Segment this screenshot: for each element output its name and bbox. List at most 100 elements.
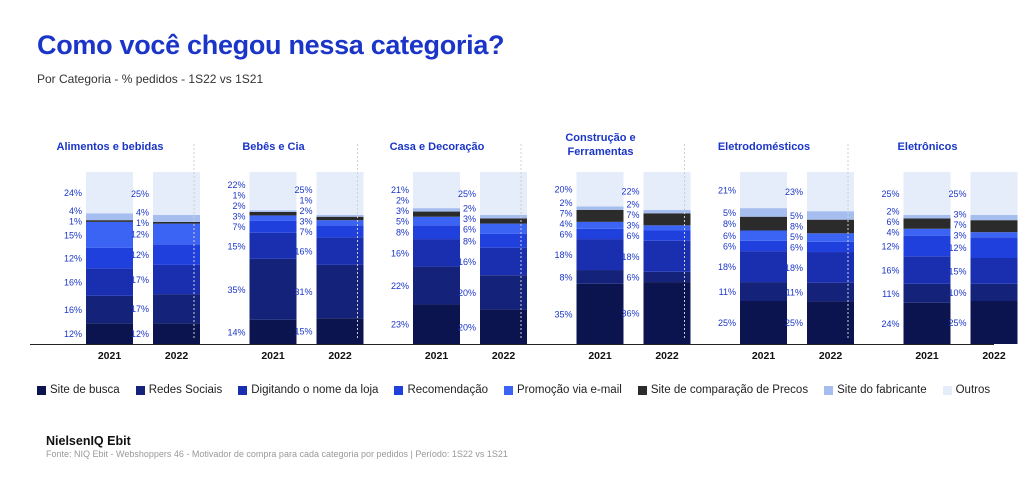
data-label: 17% bbox=[131, 275, 149, 285]
data-label: 8% bbox=[463, 236, 476, 246]
data-label: 7% bbox=[559, 208, 572, 218]
data-label: 25% bbox=[881, 189, 899, 199]
year-tick-label: 2022 bbox=[819, 350, 843, 362]
bar-segment-recomenda-o bbox=[153, 244, 200, 265]
bar-segment-site-de-compara-o-de-precos bbox=[413, 211, 460, 217]
bar-segment-promo-o-via-e-mail bbox=[903, 228, 951, 236]
category-header: Alimentos e bebidas bbox=[57, 141, 164, 153]
year-tick-label: 2021 bbox=[425, 350, 449, 362]
bar-segment-outros bbox=[970, 172, 1018, 215]
category-header: Eletrodomésticos bbox=[718, 141, 810, 153]
legend-swatch bbox=[942, 385, 952, 395]
bar-segment-digitando-o-nome-da-loja bbox=[480, 247, 527, 276]
bar-segment-promo-o-via-e-mail bbox=[413, 216, 460, 226]
bar-segment-redes-sociais bbox=[970, 283, 1018, 301]
data-label: 35% bbox=[227, 285, 245, 295]
bar-segment-digitando-o-nome-da-loja bbox=[807, 252, 854, 283]
data-label: 6% bbox=[626, 231, 639, 241]
legend-label: Outros bbox=[955, 384, 991, 396]
bar-segment-redes-sociais bbox=[316, 264, 364, 319]
data-label: 15% bbox=[294, 327, 312, 337]
legend-swatch bbox=[37, 385, 46, 395]
data-label: 2% bbox=[299, 206, 312, 216]
data-label: 15% bbox=[227, 241, 245, 251]
bar-segment-promo-o-via-e-mail bbox=[643, 225, 691, 231]
bar-segment-recomenda-o bbox=[970, 237, 1018, 258]
bar-segment-site-do-fabricante bbox=[576, 206, 624, 210]
year-tick-label: 2022 bbox=[165, 350, 189, 362]
bar-segment-site-do-fabricante bbox=[740, 208, 787, 217]
bar-segment-site-de-busca bbox=[153, 323, 200, 344]
bar-segment-redes-sociais bbox=[740, 282, 787, 301]
data-label: 21% bbox=[718, 186, 736, 196]
legend-item: Outros bbox=[942, 384, 991, 396]
data-label: 18% bbox=[718, 262, 736, 272]
chart-legend: Site de busca Redes Sociais Digitando o no… bbox=[37, 384, 990, 396]
year-tick-label: 2022 bbox=[655, 350, 679, 362]
category-header: Ferramentas bbox=[567, 146, 633, 158]
data-label: 8% bbox=[790, 221, 803, 231]
data-label: 8% bbox=[396, 228, 409, 238]
brand-name: NielsenIQ Ebit bbox=[46, 434, 131, 448]
data-label: 5% bbox=[790, 211, 803, 221]
data-label: 2% bbox=[396, 196, 409, 206]
data-label: 11% bbox=[786, 288, 803, 298]
bar-segment-site-de-busca bbox=[316, 318, 364, 344]
data-label: 25% bbox=[131, 189, 149, 199]
bar-segment-site-do-fabricante bbox=[970, 215, 1018, 221]
bar-segment-site-de-compara-o-de-precos bbox=[86, 220, 133, 222]
bar-segment-site-de-compara-o-de-precos bbox=[576, 209, 624, 222]
data-label: 1% bbox=[299, 195, 312, 205]
bar-segment-site-de-compara-o-de-precos bbox=[153, 221, 200, 224]
year-tick-label: 2021 bbox=[261, 350, 285, 362]
bar-segment-redes-sociais bbox=[86, 295, 133, 324]
legend-swatch bbox=[824, 385, 834, 395]
data-label: 20% bbox=[458, 322, 476, 332]
data-label: 23% bbox=[391, 320, 409, 330]
data-label: 25% bbox=[458, 189, 476, 199]
page-title: Como você chegou nessa categoria? bbox=[37, 30, 505, 60]
data-label: 6% bbox=[723, 231, 736, 241]
data-label: 16% bbox=[294, 247, 312, 257]
data-label: 3% bbox=[953, 209, 966, 219]
bar-segment-site-do-fabricante bbox=[807, 211, 854, 220]
bar-segment-redes-sociais bbox=[643, 271, 691, 283]
data-label: 2% bbox=[559, 198, 572, 208]
bar-segment-digitando-o-nome-da-loja bbox=[576, 239, 624, 271]
data-label: 20% bbox=[458, 288, 476, 298]
data-label: 12% bbox=[64, 254, 82, 264]
year-tick-label: 2021 bbox=[915, 350, 939, 362]
bar-segment-promo-o-via-e-mail bbox=[807, 233, 854, 242]
bar-segment-site-do-fabricante bbox=[413, 208, 460, 212]
bar-segment-site-de-busca bbox=[807, 301, 854, 344]
legend-item: Site de comparação de Precos bbox=[637, 384, 808, 396]
bar-segment-recomenda-o bbox=[740, 240, 787, 252]
data-label: 23% bbox=[785, 187, 803, 197]
bar-segment-redes-sociais bbox=[903, 283, 951, 303]
data-label: 1% bbox=[232, 191, 245, 201]
data-label: 31% bbox=[294, 287, 312, 297]
bar-segment-site-de-busca bbox=[480, 309, 527, 344]
data-label: 16% bbox=[64, 305, 82, 315]
data-label: 6% bbox=[886, 217, 899, 227]
data-label: 16% bbox=[458, 257, 476, 267]
data-label: 12% bbox=[131, 229, 149, 239]
category-header: Construção e bbox=[565, 132, 635, 144]
legend-item: Site de busca bbox=[37, 384, 120, 396]
category-header: Eletrônicos bbox=[898, 141, 958, 153]
data-label: 10% bbox=[948, 288, 966, 298]
data-label: 7% bbox=[299, 227, 312, 237]
bar-segment-site-de-compara-o-de-precos bbox=[316, 216, 364, 221]
bar-segment-outros bbox=[480, 172, 527, 215]
data-label: 12% bbox=[131, 329, 149, 339]
data-label: 6% bbox=[723, 241, 736, 251]
bar-segment-site-do-fabricante bbox=[153, 215, 200, 222]
data-label: 8% bbox=[559, 272, 572, 282]
data-label: 3% bbox=[299, 216, 312, 226]
stacked-bar-chart: Alimentos e bebidas 2021 12% 16% 16% 12% 15% 1%… bbox=[30, 132, 1018, 362]
data-label: 4% bbox=[69, 206, 82, 216]
category-header: Casa e Decoração bbox=[390, 141, 485, 153]
bar-segment-digitando-o-nome-da-loja bbox=[413, 239, 460, 267]
bar-segment-redes-sociais bbox=[413, 266, 460, 305]
bar-segment-recomenda-o bbox=[576, 228, 624, 240]
